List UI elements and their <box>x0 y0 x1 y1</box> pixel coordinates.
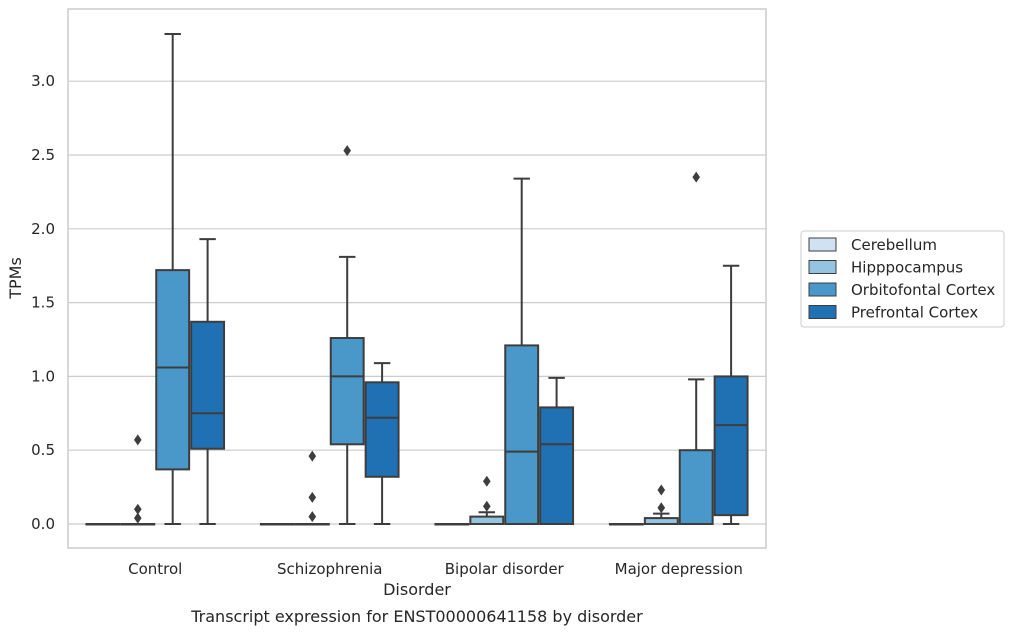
outlier-point <box>343 145 351 157</box>
y-tick-label: 1.0 <box>31 367 55 385</box>
outlier-point <box>657 502 666 514</box>
outlier-point <box>483 475 491 487</box>
box-cerebellum <box>434 523 470 526</box>
legend-label: Orbitofontal Cortex <box>851 281 995 299</box>
box-prefrontal-cortex <box>190 238 226 525</box>
iqr-box <box>539 406 575 525</box>
box-orbitofontal-cortex <box>329 145 365 525</box>
x-tick-label: Control <box>128 560 182 578</box>
legend-swatch <box>808 305 837 319</box>
y-tick-label: 0.5 <box>31 441 55 459</box>
legend-label: Cerebellum <box>851 236 937 254</box>
outlier-point <box>134 503 142 515</box>
box-hipppocampus <box>120 434 156 526</box>
iqr-box <box>190 320 226 450</box>
y-tick-label: 1.5 <box>31 294 55 312</box>
plot-area-frame <box>67 8 767 549</box>
box-hipppocampus <box>469 475 505 525</box>
box-prefrontal-cortex <box>539 376 575 525</box>
legend-label: Prefrontal Cortex <box>851 304 978 322</box>
iqr-box <box>504 344 540 525</box>
box-hipppocampus <box>294 450 330 526</box>
outlier-point <box>308 491 317 503</box>
box-hipppocampus <box>643 484 679 526</box>
legend-label: Hipppocampus <box>851 259 963 277</box>
legend-swatch <box>808 282 837 297</box>
iqr-box <box>155 269 191 471</box>
y-tick-label: 0.0 <box>31 515 55 533</box>
box-cerebellum <box>85 523 121 526</box>
box-orbitofontal-cortex <box>504 177 540 525</box>
y-axis-label: TPMs <box>6 257 25 300</box>
x-axis-label: Disorder <box>383 580 451 599</box>
legend-frame <box>800 230 1005 328</box>
outlier-point <box>692 171 700 183</box>
box-cerebellum <box>608 523 644 526</box>
x-axis-ticks: Control Schizophrenia Bipolar disorder Majo… <box>128 560 743 578</box>
box-orbitofontal-cortex <box>678 171 714 526</box>
box-orbitofontal-cortex <box>155 32 191 525</box>
iqr-box <box>329 337 365 446</box>
x-tick-label: Bipolar disorder <box>445 560 565 578</box>
x-tick-label: Schizophrenia <box>277 560 382 578</box>
outlier-point <box>483 500 491 512</box>
y-axis-ticks: 0.0 0.5 1.0 1.5 2.0 2.5 3.0 <box>31 72 55 533</box>
outlier-point <box>134 434 142 446</box>
outlier-point <box>308 450 317 462</box>
iqr-box <box>713 375 749 517</box>
iqr-box <box>364 381 400 478</box>
box-prefrontal-cortex <box>364 362 400 525</box>
boxes <box>85 32 749 526</box>
outlier-point <box>134 512 142 524</box>
y-tick-label: 3.0 <box>31 72 55 90</box>
iqr-box <box>469 515 505 525</box>
y-tick-label: 2.5 <box>31 146 55 164</box>
outlier-point <box>657 484 666 496</box>
outlier-point <box>308 511 317 523</box>
iqr-box <box>678 449 714 526</box>
x-tick-label: Major depression <box>615 560 743 578</box>
legend-swatch <box>808 260 837 274</box>
box-prefrontal-cortex <box>713 264 749 525</box>
chart-caption: Transcript expression for ENST0000064115… <box>190 607 643 626</box>
y-tick-label: 2.0 <box>31 220 55 238</box>
legend: Cerebellum Hipppocampus Orbitofontal Corte… <box>800 230 1005 328</box>
box-cerebellum <box>259 523 295 526</box>
legend-swatch <box>808 237 837 252</box>
